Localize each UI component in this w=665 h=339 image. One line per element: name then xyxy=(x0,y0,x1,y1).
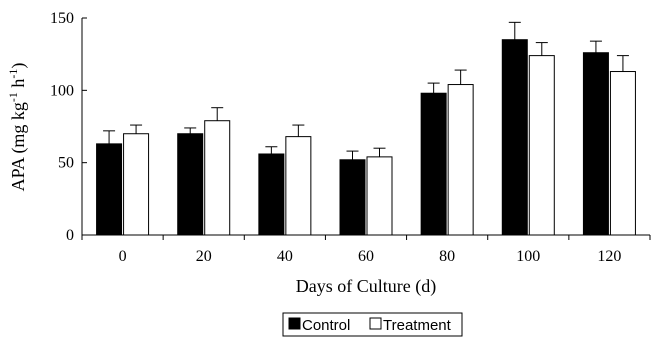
legend-swatch-control xyxy=(288,317,301,330)
legend-swatch-treatment xyxy=(369,317,382,330)
x-tick-label-60: 60 xyxy=(358,248,374,265)
y-ticks: 0 50 100 150 xyxy=(50,10,87,244)
bar-treatment-100 xyxy=(528,55,555,236)
legend-label-control: Control xyxy=(302,317,350,334)
bar-treatment-40 xyxy=(285,136,312,236)
bar-treatment-80 xyxy=(447,84,474,236)
legend-label-treatment: Treatment xyxy=(383,317,452,334)
y-axis-title-exp1: -1 xyxy=(6,92,20,102)
bar-control-120 xyxy=(582,52,609,236)
bar-control-20 xyxy=(177,133,204,236)
x-tick-label-80: 80 xyxy=(439,248,455,265)
bar-control-100 xyxy=(501,39,528,236)
bar-treatment-120 xyxy=(609,71,636,236)
y-tick-label-150: 150 xyxy=(50,10,74,27)
legend: Control Treatment xyxy=(282,312,463,337)
y-axis-title: APA (mg kg-1 h-1) xyxy=(6,63,29,192)
x-tick-label-120: 120 xyxy=(597,248,621,265)
bar-treatment-0 xyxy=(123,133,150,236)
bar-control-0 xyxy=(96,143,123,236)
x-tick-label-100: 100 xyxy=(516,248,540,265)
bar-control-40 xyxy=(258,153,285,236)
y-axis-title-exp2: -1 xyxy=(6,69,20,79)
x-tick-label-40: 40 xyxy=(277,248,293,265)
plot-area xyxy=(96,21,636,236)
bar-control-80 xyxy=(420,92,447,236)
x-ticks: 0 20 40 60 80 100 120 xyxy=(81,235,651,265)
x-tick-label-0: 0 xyxy=(119,248,127,265)
bar-treatment-60 xyxy=(366,156,393,236)
y-tick-label-0: 0 xyxy=(66,227,74,244)
x-axis-title: Days of Culture (d) xyxy=(296,276,436,297)
y-tick-label-50: 50 xyxy=(58,155,74,172)
y-tick-label-100: 100 xyxy=(50,82,74,99)
x-tick-label-20: 20 xyxy=(196,248,212,265)
bar-control-60 xyxy=(339,159,366,236)
bar-treatment-20 xyxy=(204,120,231,236)
